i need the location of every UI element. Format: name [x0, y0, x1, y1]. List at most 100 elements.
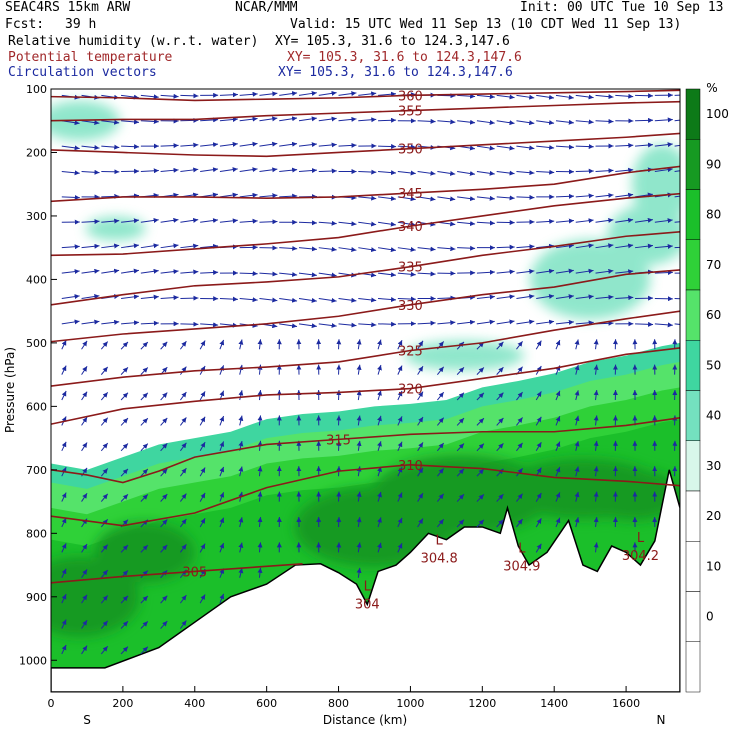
vector-arrow — [81, 645, 88, 655]
vector-arrow — [476, 417, 485, 426]
vector-arrow — [457, 319, 476, 325]
vector-arrow — [199, 467, 206, 477]
vector-arrow — [496, 269, 515, 275]
theta-label-330: 330 — [398, 299, 423, 314]
vector-arrow — [654, 167, 673, 173]
vector-arrow — [180, 142, 199, 148]
vector-arrow — [160, 93, 179, 99]
field-name-vectors: Circulation vectors — [8, 65, 157, 80]
vector-arrow — [81, 442, 88, 452]
vector-arrow — [456, 468, 465, 477]
vector-arrow — [120, 595, 129, 604]
theta-label-335: 335 — [398, 261, 423, 276]
colorbar-swatch — [685, 641, 701, 693]
vector-arrow — [81, 319, 100, 325]
vector-arrow — [81, 243, 100, 249]
vector-arrow — [436, 366, 445, 375]
colorbar-tick-label: 60 — [706, 308, 721, 322]
vector-arrow — [635, 321, 654, 327]
vector-arrow — [81, 340, 88, 350]
vector-arrow — [61, 441, 67, 452]
vector-arrow — [457, 93, 476, 99]
vector-arrow — [100, 569, 109, 579]
terrain-surface — [51, 469, 680, 692]
vector-arrow — [200, 117, 219, 123]
vector-arrow — [238, 415, 244, 426]
low-marker: L — [637, 531, 645, 546]
vector-arrow — [179, 569, 187, 579]
vector-arrow — [476, 319, 495, 325]
vector-arrow — [575, 144, 594, 150]
vector-arrow — [318, 168, 337, 174]
vector-arrow — [179, 417, 187, 426]
vector-arrow — [496, 468, 504, 477]
vector-arrow — [121, 144, 140, 150]
vector-arrow — [496, 519, 504, 528]
vector-arrow — [180, 93, 199, 99]
vector-arrow — [574, 517, 580, 528]
vector-arrow — [219, 339, 225, 350]
vector-arrow — [356, 491, 362, 502]
vector-arrow — [100, 645, 109, 655]
vector-arrow — [654, 142, 673, 148]
theta-line-325 — [51, 310, 680, 387]
vector-arrow — [101, 268, 120, 274]
vector-arrow — [140, 341, 149, 350]
vector-arrow — [180, 217, 199, 223]
minimum-label: 304.8 — [421, 552, 458, 567]
y-tick-label: 400 — [26, 273, 47, 286]
vector-arrow — [356, 517, 362, 528]
vector-arrow — [120, 367, 129, 375]
x-tick-label: 800 — [328, 697, 349, 710]
vector-arrow — [574, 491, 580, 502]
vector-arrow — [476, 392, 485, 401]
vector-arrow — [298, 297, 317, 303]
theta-line-355 — [51, 100, 680, 122]
vector-arrow — [239, 218, 258, 224]
vector-arrow — [180, 321, 199, 327]
vector-arrow — [496, 94, 515, 100]
y-axis-label: Pressure (hPa) — [3, 347, 17, 433]
vector-arrow — [555, 441, 561, 451]
vector-arrow — [575, 119, 594, 125]
vector-arrow — [456, 366, 465, 375]
vector-arrow — [674, 144, 680, 147]
vector-arrow — [61, 517, 67, 528]
vector-arrow — [81, 518, 88, 528]
vector-arrow — [654, 322, 673, 328]
vector-arrow — [476, 367, 485, 375]
colorbar: 0 10 20 30 40 50 60 70 80 90 100 — [685, 88, 729, 693]
vector-arrow — [199, 441, 206, 452]
field-xy-theta: XY= 105.3, 31.6 to 124.3,147.6 — [287, 50, 522, 65]
vector-arrow — [279, 245, 298, 251]
vector-arrow — [356, 466, 362, 477]
vector-arrow — [593, 466, 599, 477]
vector-arrow — [219, 441, 225, 451]
vector-arrow — [436, 468, 445, 477]
vector-arrow — [140, 595, 149, 604]
vector-arrow — [377, 364, 382, 375]
vector-arrow — [121, 119, 140, 125]
vector-arrow — [417, 271, 436, 277]
org-label: NCAR/MMM — [235, 0, 298, 15]
vector-arrow — [199, 416, 206, 426]
vector-arrow — [238, 390, 244, 401]
vector-arrow — [436, 391, 445, 401]
vector-arrow — [160, 443, 168, 452]
vector-arrow — [81, 120, 100, 126]
vector-arrow — [61, 340, 67, 350]
vector-arrow — [575, 218, 594, 224]
vector-arrow — [555, 466, 561, 477]
vector-arrow — [397, 339, 403, 350]
vector-arrow — [397, 441, 403, 452]
vector-arrow — [417, 320, 436, 326]
vector-arrow — [437, 119, 456, 125]
colorbar-swatch — [685, 88, 701, 140]
vector-arrow — [595, 118, 614, 124]
vector-arrow — [397, 170, 416, 176]
vector-arrow — [496, 392, 504, 401]
vector-arrow — [61, 492, 67, 502]
vector-arrow — [318, 142, 337, 148]
vector-arrow — [298, 220, 318, 226]
vector-arrow — [160, 493, 168, 502]
